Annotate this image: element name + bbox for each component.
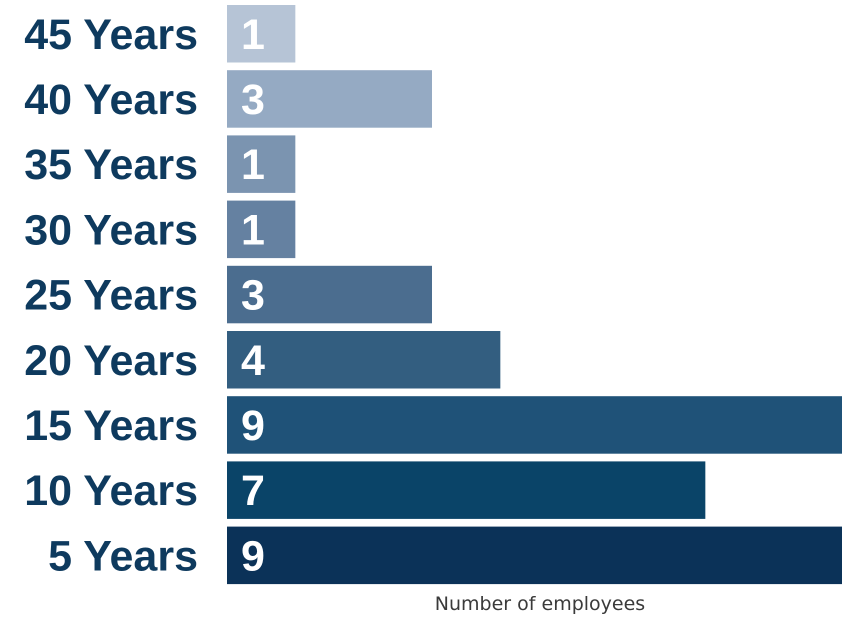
bar: [227, 331, 501, 389]
category-label: 40 Years: [24, 76, 198, 124]
bar: [227, 5, 296, 63]
category-label: 25 Years: [24, 272, 198, 320]
bar: [227, 200, 296, 259]
bars-layer: [227, 5, 842, 585]
category-label: 10 Years: [24, 467, 198, 515]
data-label: 3: [241, 272, 265, 320]
category-label: 35 Years: [24, 141, 198, 189]
data-label: 1: [241, 141, 265, 189]
data-label: 1: [241, 11, 265, 59]
data-label: 4: [241, 337, 265, 385]
category-labels: 45 Years 40 Years 35 Years 30 Years 25 Years…: [24, 11, 198, 581]
category-label: 45 Years: [24, 11, 198, 59]
bar: [227, 70, 432, 128]
category-label: 5 Years: [48, 532, 198, 580]
data-label: 3: [241, 76, 265, 124]
data-labels: 1 3 1 1 3 4 9 7 9: [241, 11, 265, 581]
bar: [227, 135, 296, 193]
category-label: 20 Years: [24, 337, 198, 385]
data-label: 1: [241, 206, 265, 254]
data-label: 7: [241, 467, 265, 515]
x-axis-title: Number of employees: [435, 593, 645, 615]
bar: [227, 461, 706, 519]
bar: [227, 396, 842, 454]
category-label: 30 Years: [24, 206, 198, 254]
bar: [227, 526, 842, 585]
bar: [227, 265, 432, 324]
data-label: 9: [241, 402, 265, 450]
category-label: 15 Years: [24, 402, 198, 450]
data-label: 9: [241, 532, 265, 580]
